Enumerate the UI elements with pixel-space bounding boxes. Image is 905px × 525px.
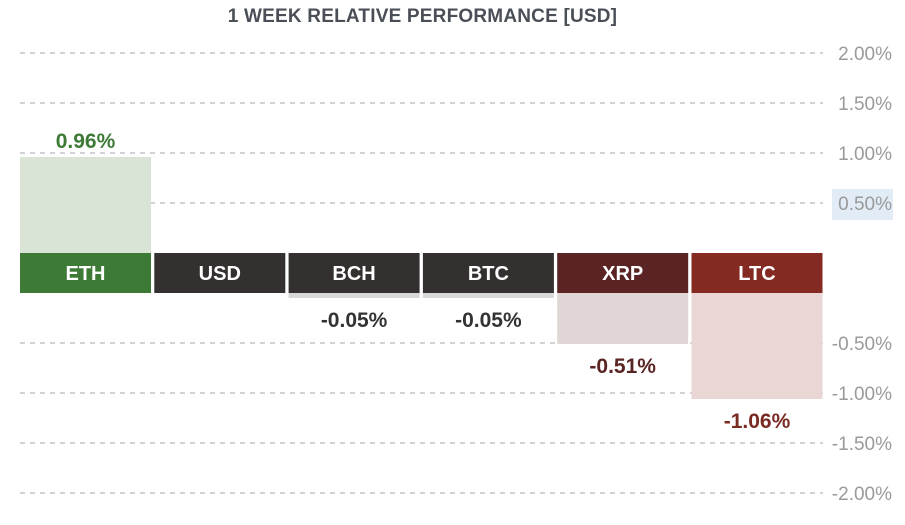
value-label-ltc: -1.06% bbox=[724, 410, 791, 433]
y-tick-label: -1.50% bbox=[832, 434, 892, 455]
tick-highlight bbox=[832, 189, 893, 220]
bar-eth bbox=[20, 157, 151, 253]
value-label-btc: -0.05% bbox=[455, 309, 522, 332]
value-label-eth: 0.96% bbox=[56, 130, 116, 153]
category-band-btc bbox=[422, 253, 554, 293]
y-tick-label: 2.00% bbox=[838, 44, 892, 65]
category-band-eth bbox=[20, 253, 151, 293]
y-tick-label: -1.00% bbox=[832, 384, 892, 405]
category-label-ltc: LTC bbox=[738, 263, 775, 285]
bar-btc bbox=[422, 293, 554, 298]
chart-title: 1 WEEK RELATIVE PERFORMANCE [USD] bbox=[227, 6, 618, 27]
category-band-bch bbox=[288, 253, 420, 293]
bar-bch bbox=[288, 293, 420, 298]
category-label-bch: BCH bbox=[332, 263, 375, 285]
category-label-btc: BTC bbox=[468, 263, 509, 285]
category-label-usd: USD bbox=[199, 263, 241, 285]
category-band-xrp bbox=[557, 253, 689, 293]
value-label-xrp: -0.51% bbox=[589, 355, 656, 378]
y-tick-label: -2.00% bbox=[832, 484, 892, 505]
value-label-bch: -0.05% bbox=[321, 309, 388, 332]
category-band-usd bbox=[154, 253, 286, 293]
y-tick-label: 1.00% bbox=[838, 144, 892, 165]
y-tick-label: 1.50% bbox=[838, 94, 892, 115]
category-band-ltc bbox=[691, 253, 823, 293]
y-tick-label: -0.50% bbox=[832, 334, 892, 355]
category-label-eth: ETH bbox=[66, 263, 106, 285]
bar-xrp bbox=[557, 293, 689, 344]
category-label-xrp: XRP bbox=[602, 263, 643, 285]
y-tick-label: 0.50% bbox=[838, 194, 892, 215]
bar-ltc bbox=[691, 293, 823, 399]
